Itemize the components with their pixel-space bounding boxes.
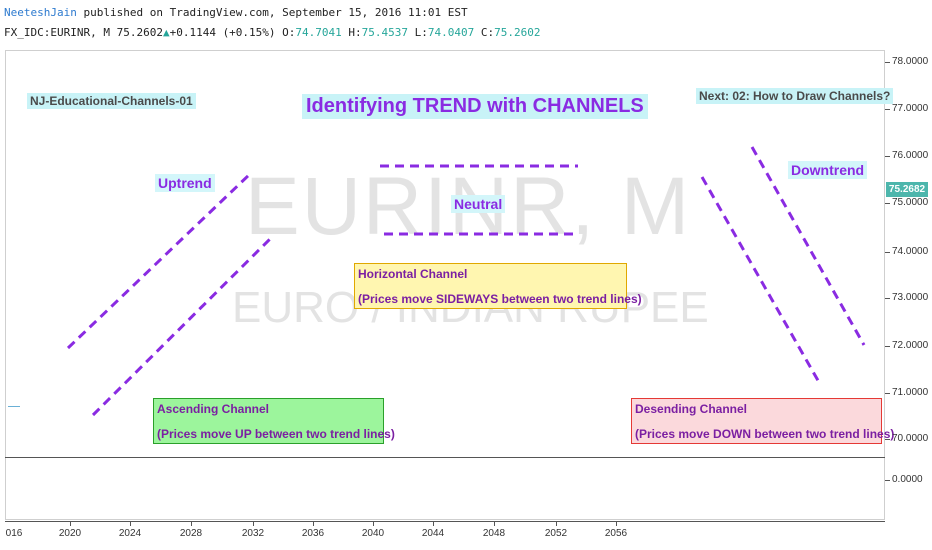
time-tick: 2056	[604, 528, 628, 539]
price-tick: 70.0000	[892, 433, 929, 444]
price-change: +0.1144	[169, 26, 216, 39]
time-tick-mark	[433, 521, 434, 526]
time-tick: 2036	[301, 528, 325, 539]
price-tick: 77.0000	[892, 103, 929, 114]
time-axis-line	[5, 521, 885, 522]
price-tick-mark	[885, 203, 890, 204]
published-text: published on TradingView.com, September …	[76, 6, 468, 19]
time-tick-mark	[373, 521, 374, 526]
ascending-upper-line[interactable]	[66, 171, 253, 350]
descending-channel-box[interactable]: Desending Channel (Prices move DOWN betw…	[631, 398, 894, 444]
high-label: H:	[348, 26, 362, 39]
horizontal-channel-desc: (Prices move SIDEWAYS between two trend …	[358, 292, 642, 306]
neutral-label[interactable]: Neutral	[451, 195, 506, 213]
close-label: C:	[480, 26, 495, 39]
ascending-channel-desc: (Prices move UP between two trend lines)	[157, 427, 395, 441]
symbol-info-bar: FX_IDC:EURINR, M 75.2602▲+0.1144 (+0.15%…	[4, 26, 540, 39]
time-tick-mark	[556, 521, 557, 526]
price-tick: 72.0000	[892, 340, 929, 351]
uptrend-label[interactable]: Uptrend	[155, 174, 215, 192]
price-change-pct: (+0.15%)	[222, 26, 276, 39]
horizontal-channel-box[interactable]: Horizontal Channel (Prices move SIDEWAYS…	[354, 263, 642, 309]
price-tick-mark	[885, 393, 890, 394]
last-price: 75.2602	[116, 26, 163, 39]
price-tick: 74.0000	[892, 246, 929, 257]
price-tick: 78.0000	[892, 56, 929, 67]
low-label: L:	[414, 26, 428, 39]
descending-channel-title: Desending Channel	[635, 402, 748, 416]
price-tick: 76.0000	[892, 150, 929, 161]
time-tick-mark	[191, 521, 192, 526]
author-link[interactable]: NeeteshJain	[4, 6, 77, 19]
symbol-name: FX_IDC:EURINR, M	[4, 26, 110, 39]
tag-left-label[interactable]: NJ-Educational-Channels-01	[27, 93, 196, 109]
price-tick-mark	[885, 62, 890, 63]
time-tick: 2048	[482, 528, 506, 539]
tag-right-label[interactable]: Next: 02: How to Draw Channels?	[696, 88, 894, 104]
lower-pane-tick: 0.0000	[892, 474, 923, 485]
descending-right-line[interactable]	[750, 146, 866, 346]
time-tick: 2032	[241, 528, 265, 539]
price-tick-mark	[885, 156, 890, 157]
time-tick: 016	[5, 528, 23, 539]
time-tick-mark	[616, 521, 617, 526]
price-tick-mark	[885, 252, 890, 253]
time-tick-mark	[70, 521, 71, 526]
price-tick-mark	[885, 346, 890, 347]
ascending-channel-title: Ascending Channel	[157, 402, 270, 416]
downtrend-label[interactable]: Downtrend	[788, 161, 868, 179]
price-tick-mark	[885, 439, 890, 440]
price-tick-mark	[885, 298, 890, 299]
time-tick-mark	[313, 521, 314, 526]
time-tick: 2024	[118, 528, 142, 539]
horizontal-channel-title: Horizontal Channel	[358, 267, 468, 281]
high-value: 75.4537	[361, 26, 409, 39]
pane-divider[interactable]	[5, 457, 885, 458]
price-tick-mark	[885, 480, 890, 481]
last-price-badge: 75.2682	[886, 182, 928, 197]
price-tick: 75.0000	[892, 197, 929, 208]
price-tick-mark	[885, 109, 890, 110]
time-tick: 2044	[421, 528, 445, 539]
open-label: O:	[282, 26, 296, 39]
time-tick: 2020	[58, 528, 82, 539]
time-tick: 2052	[544, 528, 568, 539]
close-value: 75.2602	[494, 26, 541, 39]
price-tick: 73.0000	[892, 292, 929, 303]
chart-title-label[interactable]: Identifying TREND with CHANNELS	[302, 94, 648, 119]
price-tick: 71.0000	[892, 387, 929, 398]
price-line-stub	[8, 406, 20, 407]
time-tick-mark	[253, 521, 254, 526]
descending-channel-desc: (Prices move DOWN between two trend line…	[635, 427, 895, 441]
ascending-lower-line[interactable]	[91, 234, 275, 417]
chart-pane[interactable]	[5, 50, 885, 520]
time-tick: 2028	[179, 528, 203, 539]
time-tick-mark	[130, 521, 131, 526]
publish-info: NeeteshJain published on TradingView.com…	[4, 6, 468, 19]
descending-left-line[interactable]	[700, 176, 822, 385]
time-tick-mark	[494, 521, 495, 526]
open-value: 74.7041	[295, 26, 342, 39]
up-arrow-icon: ▲	[162, 26, 170, 39]
ascending-channel-box[interactable]: Ascending Channel (Prices move UP betwee…	[153, 398, 395, 444]
low-value: 74.0407	[427, 26, 475, 39]
time-tick: 2040	[361, 528, 385, 539]
